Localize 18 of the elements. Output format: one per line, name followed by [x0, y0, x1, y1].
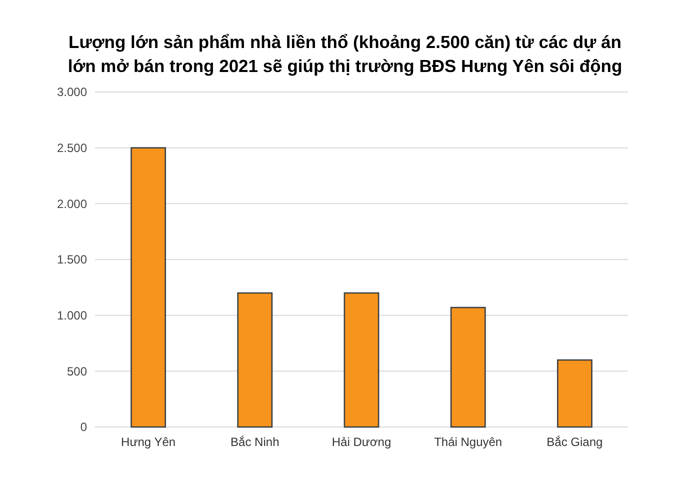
x-tick-label: Bắc Giang: [546, 435, 603, 449]
y-tick-label: 3.000: [56, 85, 88, 100]
chart-title: Lượng lớn sản phẩm nhà liền thổ (khoảng 2.500 căn) từ các dự án lớn mở bán trong 2021 sẽ giúp thị trường BĐS Hưng Yên sôi động: [68, 32, 622, 76]
y-tick-label: 1.500: [56, 252, 88, 267]
x-tick-label: Bắc Ninh: [230, 435, 280, 449]
bar: [450, 306, 486, 428]
y-tick-label: 1.000: [56, 308, 88, 323]
bar: [556, 359, 592, 428]
y-tick-label: 2.000: [56, 196, 88, 211]
x-tick-label: Hải Dương: [332, 435, 392, 449]
x-tick-label: Hưng Yên: [121, 435, 176, 449]
x-tick-label: Thái Nguyên: [434, 435, 502, 449]
bar: [344, 292, 380, 428]
y-tick-label: 0: [80, 420, 88, 434]
bar: [237, 292, 273, 428]
bar: [130, 147, 166, 428]
y-tick-label: 2.500: [56, 141, 88, 156]
y-tick-label: 500: [66, 364, 88, 378]
